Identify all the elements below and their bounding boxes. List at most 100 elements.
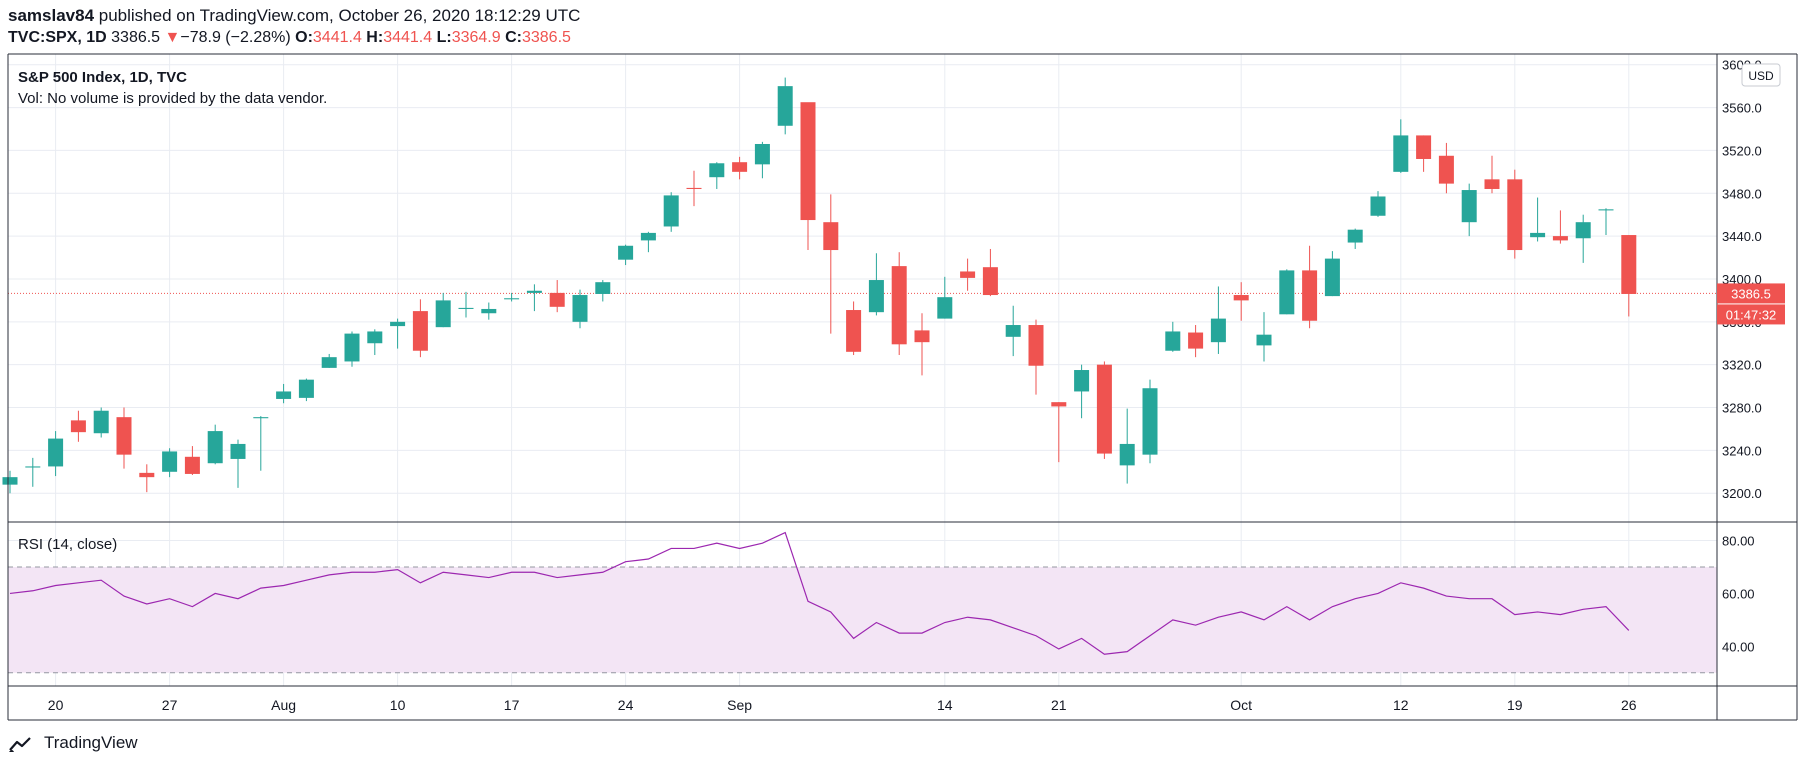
price-axis[interactable]: 3200.03240.03280.03320.03360.03400.03440…: [1722, 58, 1762, 502]
price-tick-label: 3520.0: [1722, 143, 1762, 158]
candle: [709, 162, 725, 189]
candle-body: [390, 321, 406, 327]
candle: [640, 231, 656, 253]
candle-body: [732, 162, 748, 172]
candle-body: [868, 280, 884, 313]
candle: [982, 248, 998, 297]
candle-body: [367, 331, 383, 344]
candle: [458, 291, 474, 318]
candle: [1552, 210, 1568, 244]
candle-body: [504, 298, 520, 300]
candle: [1530, 197, 1546, 242]
candle: [70, 410, 86, 442]
candle: [1461, 183, 1477, 237]
author-name[interactable]: samslav84: [8, 6, 95, 25]
candle-body: [572, 295, 588, 322]
candle: [184, 446, 200, 476]
price-tick-label: 3320.0: [1722, 358, 1762, 373]
rsi-band-bounds: [8, 566, 1717, 674]
candle-body: [1621, 235, 1637, 294]
candle-body: [982, 267, 998, 296]
candle-body: [1188, 332, 1204, 349]
candle-body: [458, 307, 474, 309]
price-tick-label: 3400.0: [1722, 272, 1762, 287]
candle-body: [321, 357, 337, 368]
candle: [1347, 228, 1363, 249]
candle-body: [1279, 270, 1295, 315]
candle-body: [1530, 232, 1546, 238]
time-tick-label: 21: [1051, 697, 1067, 713]
candle: [48, 431, 64, 477]
candle: [572, 289, 588, 329]
candle: [1188, 325, 1204, 358]
candle: [162, 448, 178, 478]
open-value: 3441.4: [312, 29, 362, 46]
time-tick-label: Aug: [271, 697, 296, 713]
candle-body: [230, 443, 246, 459]
candle: [1096, 361, 1112, 459]
price-tick-label: 3280.0: [1722, 401, 1762, 416]
candle-body: [891, 266, 907, 345]
time-tick-label: 19: [1507, 697, 1523, 713]
candle-body: [1233, 295, 1249, 301]
candle-body: [116, 417, 132, 455]
candle: [823, 194, 839, 334]
candle-body: [1461, 190, 1477, 223]
candle: [526, 284, 542, 312]
candle-body: [1438, 155, 1454, 184]
candle: [914, 313, 930, 376]
candle: [1416, 135, 1432, 172]
candle-body: [253, 417, 269, 419]
candle: [321, 353, 337, 368]
candle-body: [595, 282, 611, 294]
candle-body: [663, 195, 679, 227]
series-legend-title[interactable]: S&P 500 Index, 1D, TVC: [18, 69, 187, 86]
down-arrow-icon: ▼: [164, 29, 181, 46]
tradingview-logo[interactable]: TradingView: [8, 733, 138, 753]
candle-body: [937, 297, 953, 319]
candle-body: [526, 290, 542, 293]
price-tag-value: 3386.5: [1731, 286, 1771, 301]
rsi-tick-label: 40.00: [1722, 639, 1755, 654]
rsi-legend-title[interactable]: RSI (14, close): [18, 536, 117, 553]
candle-body: [777, 86, 793, 126]
candle: [732, 156, 748, 180]
candle: [1142, 379, 1158, 464]
price-tick-label: 3560.0: [1722, 101, 1762, 116]
candle-body: [298, 379, 314, 398]
candle: [868, 253, 884, 316]
candle-body: [25, 466, 41, 468]
candle-body: [1028, 325, 1044, 366]
close-label: C:: [505, 29, 522, 46]
candle: [1598, 208, 1614, 236]
candle-body: [1598, 209, 1614, 211]
candle-body: [207, 431, 223, 464]
time-tick-label: 10: [390, 697, 406, 713]
candle-body: [1393, 135, 1409, 172]
candle: [1165, 321, 1181, 352]
tradingview-logo-icon: [9, 737, 31, 752]
rsi-line: [9, 531, 1630, 655]
time-tick-label: 24: [618, 697, 634, 713]
candle: [846, 301, 862, 356]
candle: [230, 439, 246, 488]
candle-body: [960, 271, 976, 278]
close-value: 3386.5: [521, 29, 571, 46]
publish-info: samslav84 published on TradingView.com, …: [8, 6, 580, 26]
candle: [1051, 402, 1067, 463]
candle: [960, 258, 976, 291]
candle: [253, 416, 269, 471]
candle: [344, 331, 360, 367]
candle: [686, 170, 702, 207]
time-tick-label: 20: [48, 697, 64, 713]
candle: [618, 244, 634, 266]
time-axis[interactable]: 20 27 Aug 10 17 24 Sep 14 21 Oct 12 19 26: [48, 697, 1637, 713]
candle: [937, 276, 953, 319]
rsi-axis[interactable]: 40.00 60.00 80.00: [1722, 534, 1755, 655]
candle: [1210, 286, 1226, 354]
candle: [25, 457, 41, 487]
candle-body: [709, 163, 725, 178]
currency-button[interactable]: USD: [1741, 63, 1781, 87]
candle: [1028, 319, 1044, 395]
